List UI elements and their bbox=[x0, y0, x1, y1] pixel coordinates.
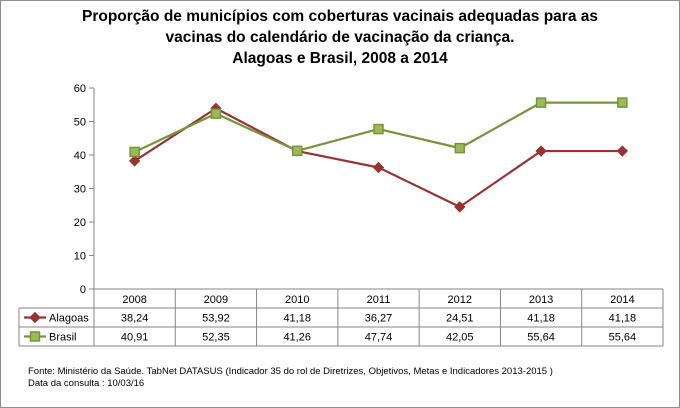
data-point-brasil bbox=[129, 146, 140, 158]
table-value-alagoas: 24,51 bbox=[446, 313, 474, 325]
legend-marker-brasil bbox=[29, 331, 41, 342]
data-point-alagoas bbox=[616, 145, 629, 157]
data-point-brasil bbox=[291, 145, 303, 157]
x-category-label: 2014 bbox=[610, 294, 634, 306]
x-category-label: 2011 bbox=[367, 294, 391, 306]
data-point-brasil bbox=[373, 123, 384, 135]
table-value-alagoas: 53,92 bbox=[202, 313, 230, 325]
y-tick-label: 50 bbox=[74, 117, 86, 129]
table-value-brasil: 52,35 bbox=[202, 332, 230, 344]
x-category-label: 2008 bbox=[122, 294, 146, 306]
chart-title-line-1: Proporção de municípios com coberturas v… bbox=[82, 8, 598, 25]
data-point-brasil bbox=[617, 97, 628, 108]
x-category-label: 2012 bbox=[448, 294, 472, 306]
data-point-alagoas bbox=[128, 155, 141, 167]
chart-title-line-2: vacinas do calendário de vacinação da cr… bbox=[165, 29, 515, 46]
y-tick-label: 60 bbox=[74, 83, 86, 95]
source-note: Fonte: Ministério da Saúde. TabNet DATAS… bbox=[28, 366, 553, 390]
y-tick-label: 10 bbox=[74, 251, 86, 263]
chart-title-line-3: Alagoas e Brasil, 2008 a 2014 bbox=[232, 50, 448, 67]
table-value-alagoas: 36,27 bbox=[365, 313, 393, 325]
y-tick-label: 30 bbox=[74, 184, 86, 196]
table-value-alagoas: 41,18 bbox=[283, 313, 311, 325]
y-tick-label: 20 bbox=[74, 217, 86, 229]
y-tick-label: 40 bbox=[74, 150, 86, 162]
y-tick-label: 0 bbox=[80, 284, 86, 296]
series-line-alagoas bbox=[134, 107, 623, 208]
table-value-brasil: 55,64 bbox=[527, 332, 555, 344]
table-value-alagoas: 41,18 bbox=[609, 313, 637, 325]
table-value-brasil: 41,26 bbox=[283, 332, 311, 344]
chart-title: Proporção de municípios com coberturas v… bbox=[0, 6, 680, 69]
x-category-label: 2009 bbox=[204, 294, 228, 306]
data-point-brasil bbox=[210, 108, 222, 119]
legend-label-alagoas: Alagoas bbox=[49, 313, 89, 325]
table-value-alagoas: 41,18 bbox=[527, 313, 555, 325]
x-category-label: 2013 bbox=[529, 294, 553, 306]
table-value-alagoas: 38,24 bbox=[121, 313, 149, 325]
data-point-brasil bbox=[454, 142, 466, 154]
legend-marker-alagoas bbox=[29, 311, 41, 324]
data-point-alagoas bbox=[454, 201, 466, 213]
table-value-brasil: 47,74 bbox=[365, 332, 393, 344]
source-text: Fonte: Ministério da Saúde. TabNet DATAS… bbox=[28, 366, 553, 377]
table-value-brasil: 40,91 bbox=[121, 332, 149, 344]
table-value-brasil: 42,05 bbox=[446, 332, 474, 344]
consult-date: Data da consulta : 10/03/16 bbox=[28, 378, 145, 389]
legend-label-brasil: Brasil bbox=[49, 332, 77, 344]
data-point-alagoas bbox=[535, 145, 547, 157]
data-point-brasil bbox=[535, 97, 547, 108]
data-point-alagoas bbox=[372, 161, 385, 174]
table-value-brasil: 55,64 bbox=[609, 332, 637, 344]
x-category-label: 2010 bbox=[285, 294, 309, 306]
